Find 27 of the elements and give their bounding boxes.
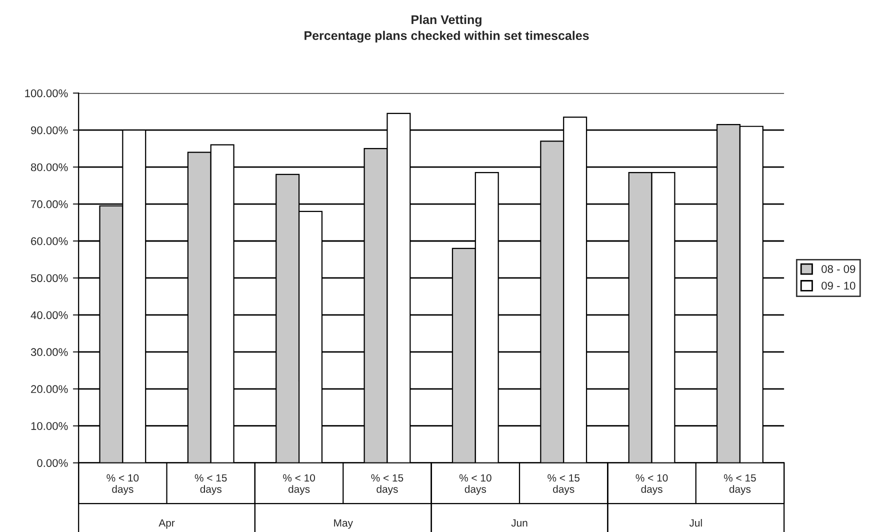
y-tick-label: 70.00% bbox=[31, 200, 68, 208]
x-tick-label: % < 15 days bbox=[371, 474, 404, 495]
y-tick-label: 10.00% bbox=[31, 422, 68, 430]
y-tick-label: 90.00% bbox=[31, 126, 68, 134]
chart-title: Plan Vetting bbox=[412, 14, 482, 27]
text: Jul bbox=[689, 518, 702, 527]
chart-subtitle: Percentage plans checked within set timescales bbox=[304, 30, 589, 43]
y-tick-label: 50.00% bbox=[30, 274, 68, 282]
text: May bbox=[334, 519, 353, 529]
x-tick-label: % < 15 days bbox=[194, 474, 227, 495]
x-tick-label: % < 15 days bbox=[548, 474, 580, 495]
y-tick-label: 40.00% bbox=[30, 311, 68, 320]
text: Jun bbox=[511, 519, 528, 527]
x-tick-label: % < 10 days bbox=[106, 474, 139, 495]
x-tick-label: % < 15 days bbox=[724, 474, 756, 495]
y-tick-label: 0.00% bbox=[37, 459, 68, 467]
y-tick-label: 60.00% bbox=[31, 237, 68, 246]
legend-label: 08 - 09 bbox=[822, 265, 856, 273]
legend-label: 09 - 10 bbox=[822, 282, 856, 290]
y-tick-label: 30.00% bbox=[30, 348, 68, 356]
x-tick-label: % < 10 days bbox=[636, 474, 668, 495]
x-tick-label: % < 10 days bbox=[459, 474, 492, 495]
y-tick-label: 100.00% bbox=[25, 89, 68, 98]
y-tick-label: 80.00% bbox=[30, 163, 68, 172]
x-tick-label: % < 10 days bbox=[283, 474, 315, 495]
text: Apr bbox=[158, 519, 175, 529]
y-tick-label: 20.00% bbox=[31, 385, 68, 394]
